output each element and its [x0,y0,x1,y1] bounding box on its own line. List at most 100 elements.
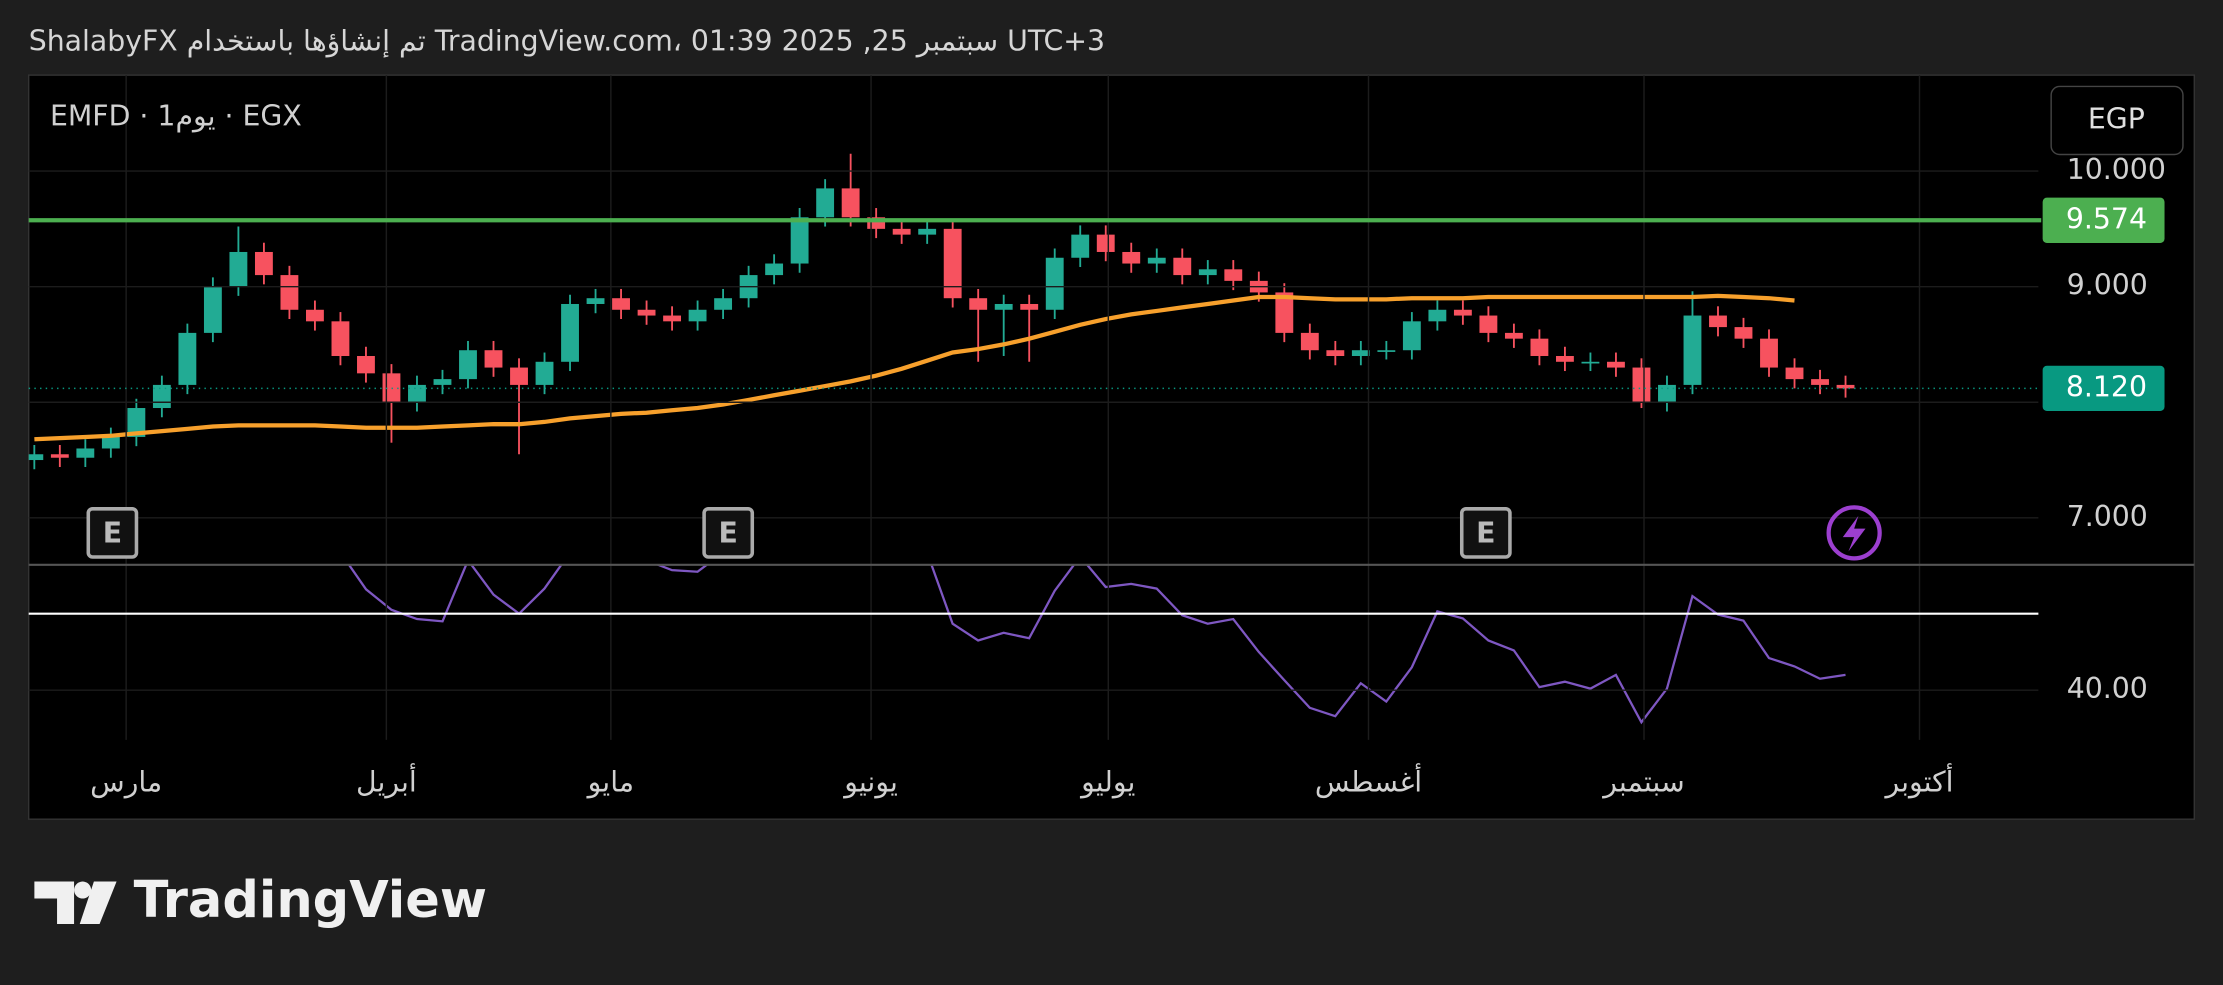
y-tick-label: 7.000 [2067,500,2148,533]
candle-body [1402,321,1421,351]
x-tick-label: أكتوبر [1883,763,1953,799]
event-marker [702,507,755,559]
candle-body [1045,257,1064,310]
candle-body [688,309,707,322]
candle-body [1326,350,1345,357]
x-tick-label: أبريل [356,763,417,799]
candle-body [178,332,197,385]
candle-body [1607,361,1625,368]
last-price-label: 8.120 [2066,370,2147,403]
candle-body [1504,332,1523,339]
candle-body [1658,384,1676,403]
candle-body [152,384,171,409]
rsi-line [348,565,1846,725]
y-tick-label: 9.000 [2067,269,2148,302]
candle-body [1836,384,1855,389]
candle-body [1122,251,1141,264]
currency-button[interactable] [2050,85,2184,156]
candle-body [1632,367,1651,403]
candle-body [1300,332,1319,351]
candle-body [561,303,579,362]
candle-body [127,408,146,437]
candle-body [892,228,911,235]
event-label: E [103,516,122,549]
candle-body [765,263,784,276]
candle-body [1734,327,1753,339]
x-tick-label: سبتمبر [1601,766,1684,799]
candle-body [637,309,656,316]
x-tick-label: يونيو [842,766,898,799]
candle-body [841,188,860,218]
candle-body [1555,356,1574,362]
candle-body [229,251,248,287]
tradingview-logo: TradingView [34,871,487,930]
header-title: ShalabyFX تم إنشاؤها باستخدام TradingVie… [29,25,1105,58]
candle-body [203,286,222,333]
event-label: E [1476,516,1495,549]
candle-body [943,228,962,299]
price-pane [28,153,1855,470]
event-marker [86,507,139,559]
candle-body [663,315,682,322]
candle-body [1530,338,1549,357]
candle-body [433,379,452,385]
y-tick-label: 10.000 [2067,153,2166,186]
moving-average [34,293,1795,442]
x-tick-label: أغسطس [1315,763,1422,799]
candle-body [1683,315,1702,385]
hline-label: 9.574 [2066,202,2147,235]
lightning-icon[interactable] [1826,505,1882,561]
x-tick-label: مايو [586,766,634,799]
candle-body [586,298,605,304]
candle-body [1428,309,1447,322]
y-tick-label: 40.00 [2067,672,2148,705]
plot-layer: مارس أبريل مايو يونيو يوليو أغسطس سبتمبر أكتوبر… [28,75,2166,799]
chart-frame [28,74,2195,820]
candle-body [1760,338,1778,368]
rsi-pane [348,565,1846,725]
candle-body [918,228,937,235]
candle-body [1351,350,1370,357]
candle-body [28,454,44,461]
candle-body [1479,315,1498,333]
candle-body [1198,269,1217,276]
candle-body [1275,292,1294,333]
candle-body [50,454,69,458]
symbol-label: EMFD · 1يوم · EGX [50,100,302,133]
candle-body [1147,257,1166,264]
candle-body [1709,315,1727,328]
candle-body [1377,350,1396,352]
candle-body [76,448,95,458]
candle-body [101,436,120,449]
event-marker [1459,507,1512,559]
candle-body [1811,379,1829,385]
candle-body [535,361,554,385]
candle-body [331,321,350,357]
candle-body [612,298,630,310]
x-tick-label: يوليو [1079,766,1135,799]
candle-body [357,356,375,374]
candle-body [994,303,1013,310]
candle-body [1453,309,1472,316]
candle-body [484,350,503,368]
candle-body [790,217,809,264]
candle-body [969,298,988,310]
hline-label-box [2042,197,2165,243]
candle-body [280,275,299,310]
last-price-box [2042,365,2165,412]
logo-text: TradingView [134,871,487,930]
event-label: E [719,516,738,549]
candle-body [408,384,426,403]
candle-body [1785,367,1804,380]
candle-body [510,367,528,385]
candle-body [1581,361,1600,364]
candle-body [1096,234,1115,252]
candle-body [254,251,273,276]
candle-body [1224,269,1243,281]
currency-label[interactable]: EGP [2088,102,2145,135]
candle-body [816,188,835,218]
candle-body [1020,303,1039,310]
candle-body [714,298,733,310]
